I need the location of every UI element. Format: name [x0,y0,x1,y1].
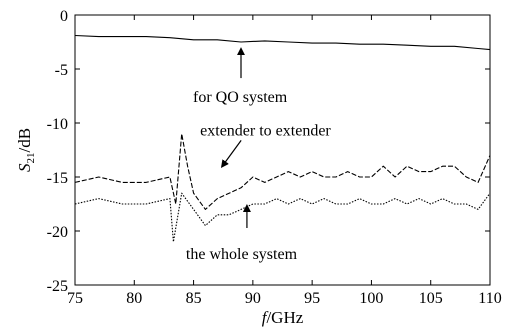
annotation-label-qo: for QO system [193,89,288,106]
annotation-label-whole: the whole system [186,246,298,263]
annotation-arrow-extender [220,140,242,169]
x-tick-label: 100 [359,290,383,307]
x-tick-label: 75 [67,290,83,307]
y-tick-label: 0 [60,8,68,25]
plot-frame [74,14,491,286]
y-axis-title: S21/dB [15,128,37,172]
x-tick-label: 95 [304,290,320,307]
y-tick-label: -10 [47,116,68,133]
x-tick-label: 105 [419,290,443,307]
x-axis-title: f/GHz [262,308,304,327]
y-tick-label: -5 [55,62,68,79]
annotation-label-extender: extender to extender [200,122,331,139]
x-tick-label: 90 [245,290,261,307]
series-line-extender-to-extender [74,133,491,210]
x-tick-label: 85 [186,290,202,307]
ticks: 75 80 85 90 95 100 105 110 0 -5 -10 -15 -20 -25 [47,8,502,307]
x-tick-label: 80 [126,290,142,307]
y-tick-label: -20 [47,224,68,241]
annotations: for QO system extender to extender the who… [186,47,331,263]
series-group [74,34,491,243]
axis-titles: f/GHz S21/dB [15,128,304,327]
x-tick-label: 110 [478,290,501,307]
series-line-qo-system [74,34,491,51]
series-line-whole-system [74,192,491,243]
y-tick-label: -15 [47,170,68,187]
y-tick-label: -25 [47,278,68,295]
